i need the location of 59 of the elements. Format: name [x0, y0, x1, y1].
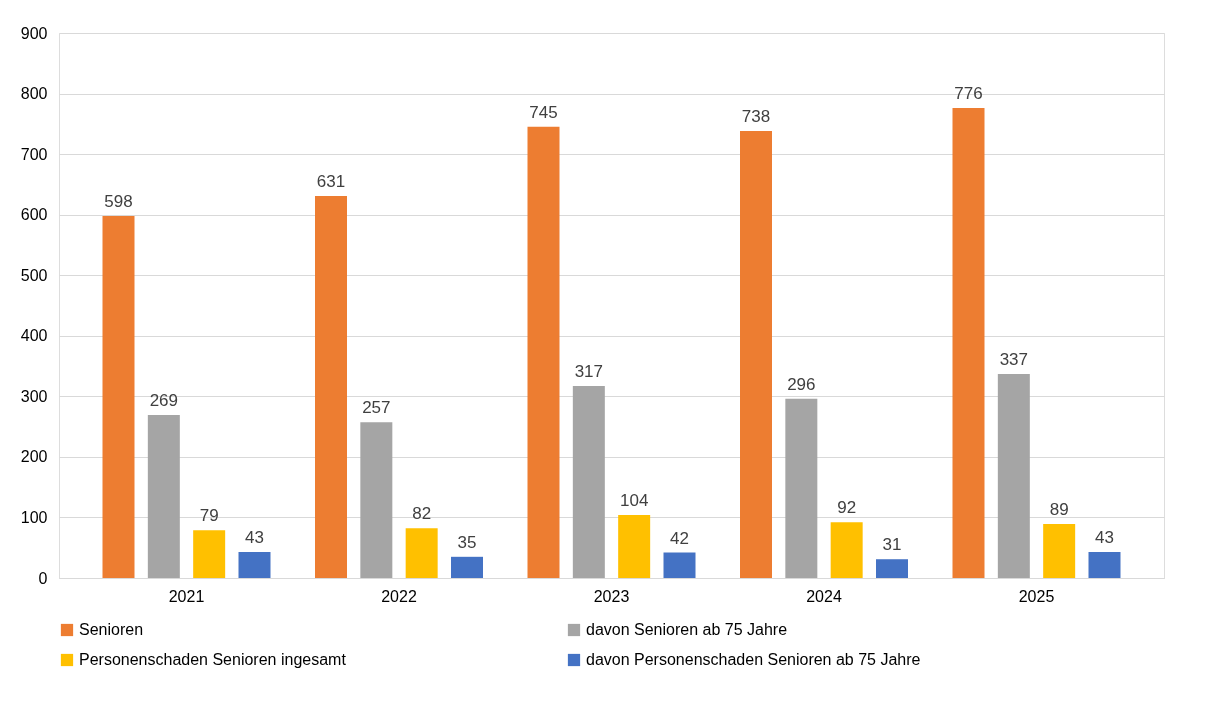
data-label: 738 — [741, 107, 771, 127]
bar — [102, 215, 135, 578]
data-label: 31 — [882, 535, 902, 555]
data-label: 42 — [670, 528, 689, 548]
data-label: 79 — [199, 506, 219, 526]
data-label: 43 — [1095, 527, 1114, 547]
bar — [527, 126, 560, 578]
bar — [663, 552, 696, 578]
bar — [830, 522, 863, 578]
data-label: 745 — [529, 102, 558, 122]
y-tick-label: 200 — [20, 448, 48, 466]
y-tick-label: 600 — [20, 206, 48, 224]
data-label: 598 — [104, 191, 133, 211]
bar — [876, 559, 908, 578]
bar — [952, 108, 985, 578]
data-label: 104 — [619, 491, 649, 511]
y-tick-label: 100 — [20, 508, 48, 526]
x-tick-label: 2021 — [168, 587, 205, 605]
y-tick-label: 0 — [38, 569, 48, 587]
bar — [785, 398, 818, 578]
legend-label: davon Senioren ab 75 Jahre — [586, 621, 788, 638]
bar — [147, 415, 180, 578]
bar — [740, 131, 772, 578]
x-tick-label: 2023 — [593, 587, 630, 605]
bar — [238, 551, 271, 578]
y-tick-label: 800 — [20, 85, 48, 103]
data-label: 269 — [149, 391, 179, 411]
bar — [572, 386, 605, 578]
y-tick-label: 400 — [20, 327, 48, 345]
data-label: 631 — [316, 171, 346, 191]
x-tick-label: 2025 — [1018, 587, 1055, 605]
x-tick-label: 2024 — [806, 587, 842, 605]
data-label: 89 — [1049, 500, 1069, 520]
legend-label: Personenschaden Senioren ingesamt — [79, 651, 347, 668]
bar — [193, 530, 226, 578]
y-tick-label: 700 — [20, 145, 48, 163]
bar — [315, 195, 347, 578]
bar — [1088, 551, 1121, 578]
bar — [997, 373, 1030, 578]
data-label: 257 — [362, 398, 391, 418]
bar — [360, 422, 393, 578]
y-tick-label: 300 — [20, 387, 48, 405]
data-label: 317 — [574, 362, 604, 382]
data-label: 296 — [787, 374, 816, 394]
legend-label: davon Personenschaden Senioren ab 75 Jahre — [586, 651, 921, 668]
data-label: 337 — [999, 349, 1029, 369]
legend-label: Senioren — [79, 621, 144, 638]
bar — [405, 528, 438, 578]
bar — [618, 515, 651, 578]
data-label: 43 — [245, 527, 264, 547]
data-label: 35 — [457, 532, 477, 552]
bar — [451, 556, 483, 578]
x-tick-label: 2022 — [381, 587, 417, 605]
y-tick-label: 500 — [20, 266, 48, 284]
bar — [1043, 524, 1076, 578]
y-tick-label: 900 — [20, 24, 48, 42]
data-label: 776 — [954, 84, 983, 104]
data-label: 92 — [837, 498, 857, 518]
data-label: 82 — [412, 504, 432, 524]
